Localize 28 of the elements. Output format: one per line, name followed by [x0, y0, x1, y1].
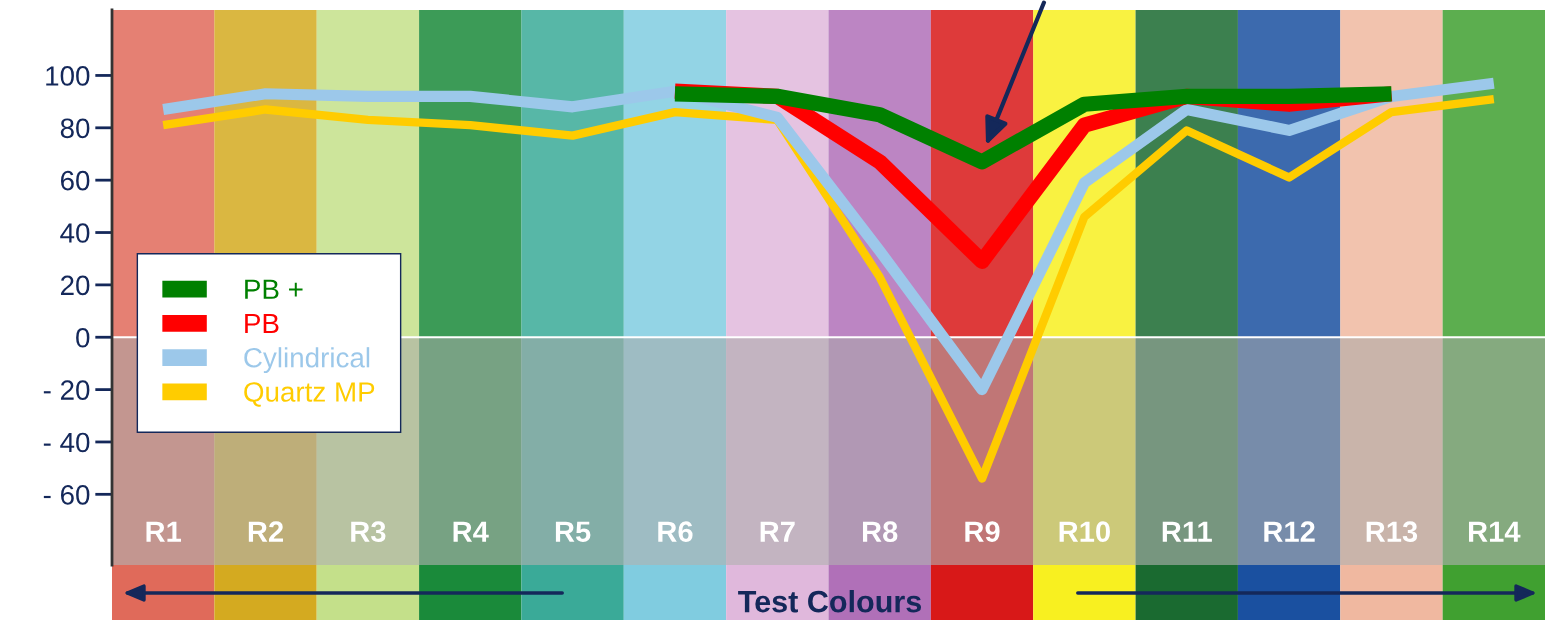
y-tick-label: 80	[60, 118, 90, 139]
y-tick-label: 20	[60, 275, 90, 296]
legend-label: Quartz MP	[244, 382, 375, 407]
x-tick-label: R9	[965, 521, 1000, 542]
y-tick-label: 40	[60, 223, 90, 243]
x-tick-label: R7	[760, 521, 795, 542]
x-tick-label: R1	[146, 521, 182, 542]
x-tick-label: R11	[1162, 521, 1212, 542]
legend-label: PB	[245, 313, 279, 334]
y-tick-label: - 60	[43, 484, 90, 505]
y-tick-label: 0	[76, 327, 90, 348]
x-tick-label: R5	[555, 521, 591, 542]
x-tick-label: R8	[862, 521, 898, 542]
y-tick-label: - 20	[43, 380, 90, 400]
x-axis-title: Test Colours	[738, 590, 921, 613]
legend-label: PB +	[245, 279, 303, 299]
x-tick-label: R13	[1366, 521, 1418, 543]
x-tick-label: R14	[1469, 521, 1521, 542]
x-tick-label: R4	[453, 521, 489, 542]
x-tick-label: R3	[351, 521, 386, 543]
y-tick-label: 100	[46, 66, 90, 86]
x-tick-label: R6	[658, 521, 693, 542]
x-tick-label: R12	[1264, 521, 1315, 542]
x-tick-label: R2	[248, 521, 284, 542]
y-tick-label: 60	[60, 170, 90, 191]
x-tick-label: R10	[1059, 521, 1110, 542]
y-tick-label: - 40	[43, 432, 90, 453]
legend-label: Cylindrical	[244, 347, 370, 374]
